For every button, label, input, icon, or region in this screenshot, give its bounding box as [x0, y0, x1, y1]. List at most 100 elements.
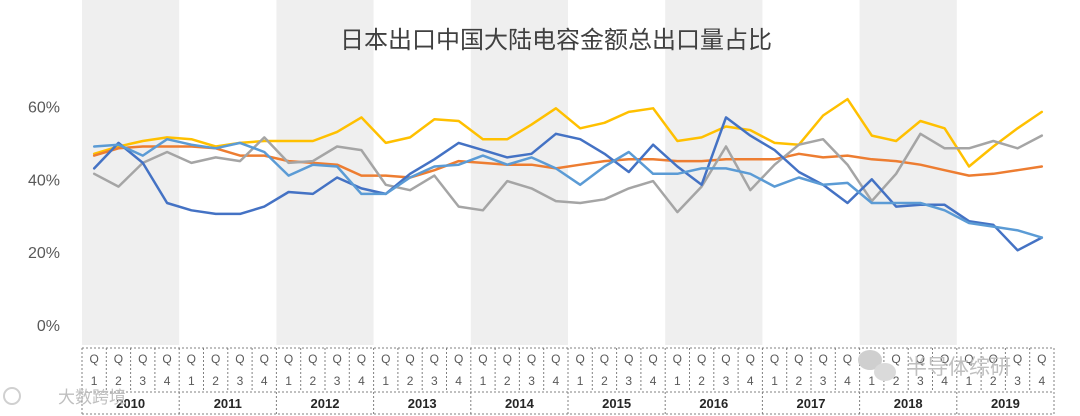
quarter-prefix-label: Q — [162, 352, 171, 366]
series-line-2 — [92, 145, 1044, 179]
quarter-prefix-label: Q — [746, 352, 755, 366]
quarter-number-label: 2 — [115, 374, 122, 388]
wechat-icon — [858, 350, 896, 381]
quarter-number-label: 3 — [139, 374, 146, 388]
quarter-prefix-label: Q — [1013, 352, 1022, 366]
quarter-number-label: 1 — [188, 374, 195, 388]
watermark-logo-icon — [3, 387, 21, 405]
quarter-number-label: 1 — [771, 374, 778, 388]
quarter-prefix-label: Q — [138, 352, 147, 366]
quarter-prefix-label: Q — [187, 352, 196, 366]
x-axis: Q 1 Q 2 Q 3 Q 4 Q 1 Q 2 Q 3 Q 4 Q 1 Q 2 Q 3 Q 4 Q 1 Q 2 Q 3 Q 4 Q 1 Q 2 Q 3 Q 4… — [81, 347, 1055, 415]
quarter-number-label: 1 — [382, 374, 389, 388]
quarter-prefix-label: Q — [940, 352, 949, 366]
quarter-prefix-label: Q — [381, 352, 390, 366]
quarter-number-label: 3 — [917, 374, 924, 388]
year-label: 2018 — [894, 396, 923, 411]
quarter-prefix-label: Q — [964, 352, 973, 366]
series-line-1 — [92, 97, 1044, 168]
quarter-number-label: 2 — [407, 374, 414, 388]
quarter-prefix-label: Q — [357, 352, 366, 366]
y-tick-label: 20% — [28, 245, 60, 262]
quarter-prefix-label: Q — [794, 352, 803, 366]
year-band — [859, 0, 957, 345]
watermark-right-text: 半导体综研 — [906, 355, 1011, 379]
quarter-prefix-label: Q — [454, 352, 463, 366]
quarter-prefix-label: Q — [503, 352, 512, 366]
quarter-number-label: 4 — [358, 374, 365, 388]
quarter-number-label: 4 — [553, 374, 560, 388]
y-axis: 0% 20% 40% 60% — [28, 99, 60, 335]
quarter-number-label: 2 — [893, 374, 900, 388]
quarter-prefix-label: Q — [843, 352, 852, 366]
quarter-prefix-label: Q — [770, 352, 779, 366]
quarter-prefix-label: Q — [260, 352, 269, 366]
year-label: 2017 — [797, 396, 826, 411]
year-band — [82, 0, 180, 345]
quarter-prefix-label: Q — [284, 352, 293, 366]
quarter-prefix-label: Q — [89, 352, 98, 366]
quarter-number-label: 3 — [723, 374, 730, 388]
quarter-prefix-label: Q — [891, 352, 900, 366]
quarter-number-label: 1 — [868, 374, 875, 388]
y-tick-label: 60% — [28, 99, 60, 116]
quarter-number-label: 3 — [820, 374, 827, 388]
year-label: 2010 — [116, 396, 145, 411]
quarter-prefix-label: Q — [211, 352, 220, 366]
quarter-number-label: 1 — [91, 374, 98, 388]
quarter-prefix-label: Q — [575, 352, 584, 366]
quarter-number-label: 2 — [212, 374, 219, 388]
quarter-prefix-label: Q — [405, 352, 414, 366]
quarter-prefix-label: Q — [648, 352, 657, 366]
y-tick-label: 0% — [37, 318, 60, 335]
quarter-number-label: 3 — [625, 374, 632, 388]
series-line-4 — [92, 116, 1044, 252]
quarter-prefix-label: Q — [430, 352, 439, 366]
series-line-5 — [92, 137, 1044, 239]
quarter-prefix-label: Q — [1037, 352, 1046, 366]
watermark-right: 半导体综研 — [858, 350, 1011, 381]
year-label: 2011 — [214, 396, 242, 411]
quarter-number-label: 2 — [601, 374, 608, 388]
quarter-number-label: 2 — [796, 374, 803, 388]
series-line-3 — [92, 132, 1044, 214]
series-lines — [92, 97, 1044, 252]
quarter-number-label: 1 — [966, 374, 973, 388]
watermark-left-text: 大数跨境 — [58, 388, 126, 408]
quarter-number-label: 3 — [237, 374, 244, 388]
quarter-prefix-label: Q — [527, 352, 536, 366]
quarter-number-label: 4 — [844, 374, 851, 388]
quarter-prefix-label: Q — [551, 352, 560, 366]
quarter-number-label: 4 — [261, 374, 268, 388]
quarter-prefix-label: Q — [697, 352, 706, 366]
quarter-number-label: 4 — [747, 374, 754, 388]
year-band — [470, 0, 568, 345]
quarter-prefix-label: Q — [916, 352, 925, 366]
quarter-prefix-label: Q — [308, 352, 317, 366]
quarter-number-label: 3 — [431, 374, 438, 388]
quarter-prefix-label: Q — [332, 352, 341, 366]
quarter-number-label: 2 — [504, 374, 511, 388]
quarter-number-label: 1 — [480, 374, 487, 388]
quarter-number-label: 2 — [698, 374, 705, 388]
quarter-prefix-label: Q — [624, 352, 633, 366]
watermark-left: 大数跨境 — [3, 387, 126, 408]
quarter-prefix-label: Q — [673, 352, 682, 366]
quarter-prefix-label: Q — [818, 352, 827, 366]
quarter-number-label: 4 — [650, 374, 657, 388]
quarter-number-label: 4 — [1039, 374, 1046, 388]
quarter-number-label: 1 — [674, 374, 681, 388]
year-label: 2015 — [602, 396, 631, 411]
year-label: 2019 — [991, 396, 1020, 411]
quarter-prefix-label: Q — [600, 352, 609, 366]
quarter-number-label: 1 — [285, 374, 292, 388]
y-tick-label: 40% — [28, 172, 60, 189]
quarter-number-label: 1 — [577, 374, 584, 388]
year-label: 2014 — [505, 396, 535, 411]
quarter-number-label: 4 — [455, 374, 462, 388]
year-label: 2013 — [408, 396, 437, 411]
quarter-number-label: 4 — [941, 374, 948, 388]
chart-title: 日本出口中国大陆电容金额总出口量占比 — [340, 26, 772, 54]
quarter-prefix-label: Q — [235, 352, 244, 366]
